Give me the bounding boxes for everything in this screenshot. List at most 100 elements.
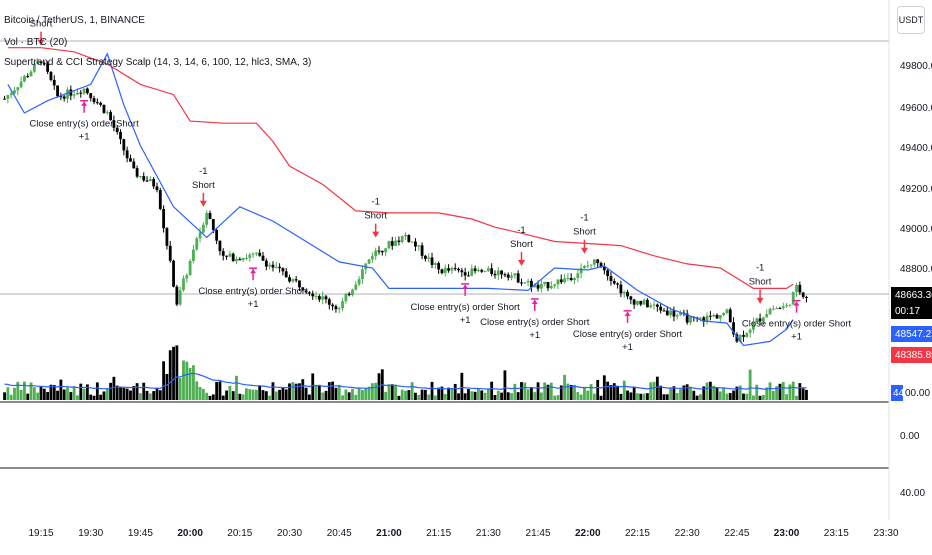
volume-bar — [264, 391, 268, 400]
candle — [132, 161, 136, 169]
volume-bar — [622, 380, 626, 400]
volume-bar — [765, 387, 769, 400]
volume-bar — [42, 388, 46, 400]
candle — [758, 318, 762, 322]
candle — [62, 96, 66, 99]
candle — [642, 299, 646, 305]
candle — [248, 254, 252, 258]
price-label: 49000.00 — [900, 224, 932, 235]
candle — [765, 314, 769, 318]
volume-bar — [778, 383, 782, 400]
candle — [6, 95, 10, 99]
candle — [241, 257, 245, 261]
candle — [238, 258, 242, 261]
volume-bar — [443, 393, 447, 400]
volume-ma-line — [4, 372, 807, 391]
volume-bar — [387, 384, 391, 400]
volume-bar — [327, 382, 331, 400]
candle — [105, 112, 109, 114]
candle — [99, 102, 103, 105]
volume-bar — [215, 381, 219, 400]
volume-bar — [95, 382, 99, 400]
candle — [569, 277, 573, 280]
candle — [298, 280, 301, 288]
volume-bar — [364, 388, 368, 400]
volume-bar — [351, 388, 354, 400]
volume-bar — [742, 393, 745, 400]
price-label: 49400.00 — [900, 143, 932, 154]
volume-bar — [394, 385, 397, 400]
candle — [437, 263, 441, 270]
candle — [795, 284, 798, 293]
candle — [805, 296, 808, 298]
candle — [195, 238, 199, 250]
time-label: 21:00 — [376, 528, 402, 539]
volume-bar — [19, 389, 23, 400]
volume-bar — [592, 393, 596, 400]
candle — [722, 312, 726, 316]
candle — [679, 312, 682, 316]
candle — [486, 268, 490, 272]
close-label: Close entry(s) order Short — [480, 317, 590, 328]
volume-bar — [437, 387, 441, 400]
volume-bar — [566, 383, 570, 400]
candle — [559, 279, 563, 283]
candle — [775, 308, 779, 310]
candle — [708, 315, 712, 317]
candle — [145, 180, 149, 182]
candle — [712, 314, 716, 317]
candle — [23, 76, 26, 82]
volume-bar — [576, 392, 580, 400]
volume-bar — [559, 385, 563, 400]
candle — [245, 257, 248, 259]
candle — [231, 253, 235, 262]
volume-bar — [192, 365, 195, 400]
candle — [583, 266, 586, 269]
candle — [738, 335, 742, 342]
volume-bar — [646, 393, 649, 400]
volume-bar — [85, 384, 89, 400]
candle — [165, 228, 169, 246]
time-label: 20:30 — [277, 528, 303, 539]
volume-bar — [241, 394, 245, 400]
short-qty-label: -1 — [580, 213, 588, 224]
currency-unit-button[interactable]: USDT — [897, 6, 925, 34]
strategy-indicator-label[interactable]: Supertrend & CCI Strategy Scalp (14, 3, … — [4, 57, 312, 68]
candle — [685, 313, 689, 323]
volume-indicator-label[interactable]: Vol · BTC (20) — [4, 37, 68, 48]
candle — [599, 263, 603, 267]
time-label: 20:00 — [177, 528, 203, 539]
candle — [162, 209, 166, 229]
volume-bar — [420, 389, 424, 400]
volume-bar — [453, 383, 457, 400]
candle — [781, 306, 785, 309]
candle — [56, 85, 59, 97]
volume-bar — [288, 383, 291, 400]
candle — [139, 176, 142, 178]
time-label: 22:45 — [724, 528, 750, 539]
volume-bar — [112, 376, 116, 400]
volume-bar — [513, 383, 517, 400]
volume-bar — [89, 394, 93, 400]
volume-bar — [139, 393, 142, 400]
candle — [79, 92, 83, 94]
volume-bar — [715, 387, 719, 400]
volume-bar — [493, 395, 497, 400]
close-qty-label: +1 — [460, 315, 471, 326]
volume-bar — [354, 394, 358, 400]
candle — [334, 306, 338, 310]
volume-bar — [390, 384, 394, 400]
volume-bar — [632, 387, 636, 400]
volume-bar — [788, 384, 792, 400]
candle — [543, 281, 547, 285]
candle — [13, 90, 16, 94]
short-label: Short — [364, 211, 387, 222]
volume-bar — [268, 395, 272, 400]
volume-bar — [553, 395, 557, 400]
volume-bar — [781, 382, 785, 400]
volume-bar — [245, 388, 248, 400]
volume-bar — [755, 384, 759, 400]
candle — [158, 189, 162, 210]
